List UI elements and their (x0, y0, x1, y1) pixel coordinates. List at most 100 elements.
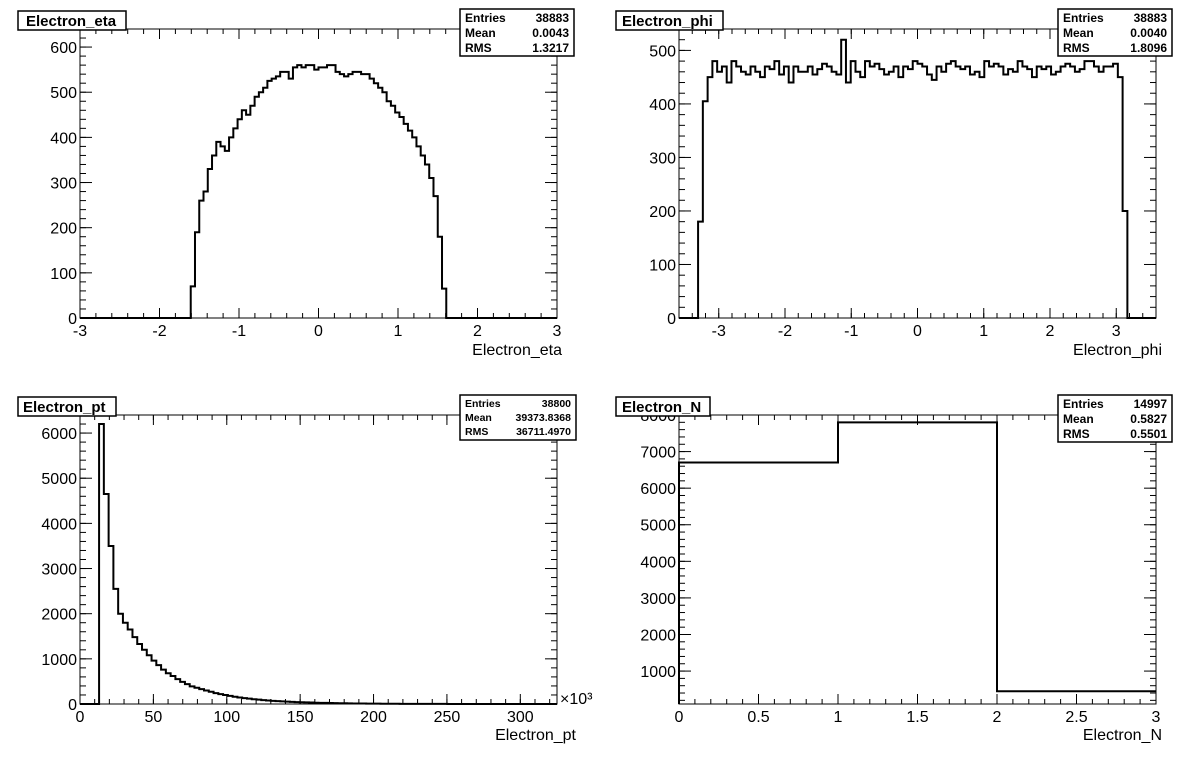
y-tick-label: 3000 (640, 591, 676, 608)
stats-entries-value-pt: 38800 (542, 398, 571, 410)
x-tick-label: 150 (287, 709, 314, 726)
stats-entries-label-n: Entries (1063, 397, 1104, 411)
y-tick-label: 6000 (640, 481, 676, 498)
title-box-n (615, 396, 711, 417)
ticks-eta (79, 28, 558, 319)
x-tick-label: 1 (394, 323, 403, 340)
y-tick-label: 6000 (41, 426, 77, 443)
stats-entries-label-pt: Entries (465, 398, 501, 410)
stats-box-pt (459, 394, 577, 441)
y-tick-label: 200 (649, 204, 676, 221)
y-tick-label: 4000 (640, 554, 676, 571)
stats-mean-value-phi: 0.0040 (1130, 26, 1167, 40)
stats-box-phi (1057, 8, 1173, 57)
x-tick-label: 2 (1046, 323, 1055, 340)
stats-rms-value-n: 0.5501 (1130, 427, 1167, 441)
stats-mean-label-pt: Mean (465, 412, 492, 424)
x-tick-label: 3 (1112, 323, 1121, 340)
x-axis-title-phi: Electron_phi (1073, 342, 1162, 359)
y-tick-label: 2000 (640, 627, 676, 644)
x-tick-label: 0 (76, 709, 85, 726)
x-axis-title-pt: Electron_pt (495, 727, 576, 744)
x-tick-label: 3 (1152, 709, 1161, 726)
stats-mean-value-pt: 39373.8368 (516, 412, 572, 424)
x-tick-label: 200 (360, 709, 387, 726)
x-tick-label: 0 (913, 323, 922, 340)
stats-mean-label-phi: Mean (1063, 26, 1094, 40)
x-tick-label: -1 (232, 323, 246, 340)
stats-box-eta (459, 8, 575, 57)
y-tick-label: 100 (649, 257, 676, 274)
plot-frame-n (678, 414, 1157, 705)
y-tick-label: 300 (649, 150, 676, 167)
histogram-phi (679, 38, 1156, 319)
histogram-pt (80, 423, 557, 705)
stats-mean-label-n: Mean (1063, 412, 1094, 426)
ticks-pt (79, 414, 557, 705)
y-tick-label: 5000 (640, 518, 676, 535)
y-tick-label: 600 (50, 40, 77, 57)
stats-entries-value-n: 14997 (1134, 397, 1168, 411)
stats-entries-label-eta: Entries (465, 11, 506, 25)
y-tick-label: 2000 (41, 607, 77, 624)
x-tick-label: 2 (993, 709, 1002, 726)
title-n: Electron_N (622, 399, 701, 416)
y-tick-labels-n: 10002000300040005000600070008000 (640, 408, 676, 681)
stats-mean-value-n: 0.5827 (1130, 412, 1167, 426)
ticks-n (678, 414, 1157, 704)
stats-entries-value-eta: 38883 (536, 11, 570, 25)
y-tick-label: 500 (50, 85, 77, 102)
y-tick-label: 100 (50, 266, 77, 283)
y-tick-label: 200 (50, 221, 77, 238)
y-tick-label: 0 (667, 311, 676, 328)
title-eta: Electron_eta (26, 13, 117, 30)
x-tick-labels-pt: 0 50 100 150 200 250 300 (76, 709, 534, 726)
panel-electron-phi: -3 -2 -1 0 1 2 3 0 100 200 300 400 500 Electron_phi… (615, 8, 1173, 359)
x-tick-label: -2 (778, 323, 792, 340)
y-tick-label: 0 (68, 697, 77, 714)
x-axis-title-eta: Electron_eta (472, 342, 562, 359)
stats-entries-value-phi: 38883 (1134, 11, 1168, 25)
x-axis-multiplier-pt: ×10³ (560, 691, 593, 708)
title-box-pt (17, 396, 117, 417)
y-tick-label: 0 (68, 311, 77, 328)
x-tick-label: -3 (73, 323, 87, 340)
y-tick-label: 7000 (640, 445, 676, 462)
x-tick-label: 1 (979, 323, 988, 340)
y-tick-label: 400 (50, 130, 77, 147)
plot-frame-eta (79, 28, 558, 319)
x-tick-label: -3 (712, 323, 726, 340)
title-box-phi (615, 10, 724, 31)
panel-electron-pt: 0 50 100 150 200 250 300 0 1000 2000 3000 4000 5000… (17, 394, 593, 744)
x-tick-label: 0 (314, 323, 323, 340)
x-tick-labels-eta: -3 -2 -1 0 1 2 3 (73, 323, 562, 340)
stats-box-n (1057, 394, 1173, 443)
y-tick-label: 300 (50, 176, 77, 193)
stats-rms-value-phi: 1.8096 (1130, 41, 1167, 55)
stats-rms-label-pt: RMS (465, 426, 488, 438)
x-tick-label: -1 (844, 323, 858, 340)
histogram-eta (80, 64, 557, 319)
stats-rms-value-eta: 1.3217 (532, 41, 569, 55)
x-tick-label: 3 (553, 323, 562, 340)
x-tick-label: -2 (152, 323, 166, 340)
stats-entries-label-phi: Entries (1063, 11, 1104, 25)
x-tick-labels-n: 0 0.5 1 1.5 2 2.5 3 (675, 709, 1161, 726)
stats-mean-label-eta: Mean (465, 26, 496, 40)
x-tick-label: 0 (675, 709, 684, 726)
stats-rms-label-phi: RMS (1063, 41, 1090, 55)
stats-mean-value-eta: 0.0043 (532, 26, 569, 40)
x-tick-labels-phi: -3 -2 -1 0 1 2 3 (712, 323, 1121, 340)
panel-electron-eta: -3 -2 -1 0 1 2 3 0 100 200 300 400 500 600 Electron_… (17, 8, 575, 359)
stats-rms-label-eta: RMS (465, 41, 492, 55)
x-tick-label: 2.5 (1065, 709, 1087, 726)
x-tick-label: 100 (213, 709, 240, 726)
y-tick-label: 5000 (41, 471, 77, 488)
panel-electron-n: 0 0.5 1 1.5 2 2.5 3 1000 2000 3000 4000 5000 6000 70… (615, 394, 1173, 744)
y-tick-label: 1000 (41, 652, 77, 669)
title-box-eta (17, 10, 127, 31)
x-tick-label: 1.5 (906, 709, 928, 726)
y-tick-labels-eta: 0 100 200 300 400 500 600 (50, 40, 77, 328)
x-tick-label: 50 (144, 709, 162, 726)
